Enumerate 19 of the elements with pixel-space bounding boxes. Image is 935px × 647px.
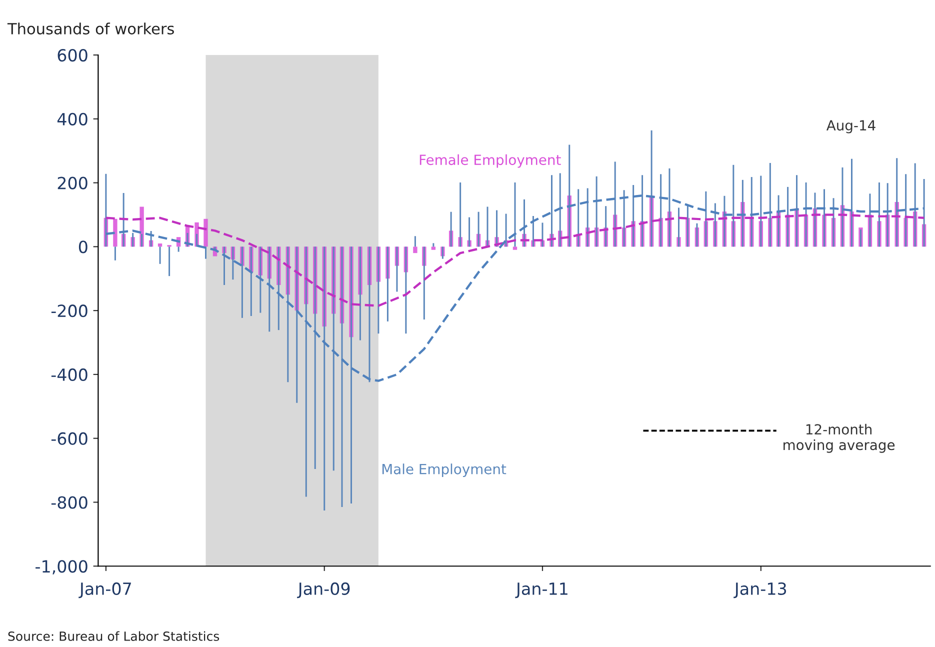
y-tick-label: -400 bbox=[51, 368, 88, 382]
y-tick-label: -800 bbox=[51, 496, 88, 509]
y-tick-label: -600 bbox=[51, 432, 88, 445]
y-tick-label: 0 bbox=[78, 240, 88, 254]
x-tick-label: Jan-09 bbox=[297, 582, 350, 598]
x-tick-label: Jan-13 bbox=[734, 582, 786, 598]
text: Female Employment bbox=[420, 154, 561, 168]
text: Male Employment bbox=[382, 464, 506, 478]
annotation: 12-month moving average bbox=[784, 424, 895, 453]
x-tick-label: Jan-11 bbox=[515, 582, 568, 598]
y-tick-label: -200 bbox=[51, 304, 88, 318]
x-tick-label: Jan-07 bbox=[78, 582, 131, 598]
annotation: Aug-14 bbox=[826, 120, 876, 134]
y-tick-label: 400 bbox=[57, 112, 88, 126]
source-note: Source: Bureau of Labor Statistics bbox=[8, 631, 220, 641]
y-tick-label: 200 bbox=[58, 176, 88, 190]
y-tick-label: 600 bbox=[58, 48, 88, 62]
y-axis-title: Thousands of workers bbox=[7, 22, 174, 34]
y-tick-label: -1,000 bbox=[36, 560, 88, 574]
